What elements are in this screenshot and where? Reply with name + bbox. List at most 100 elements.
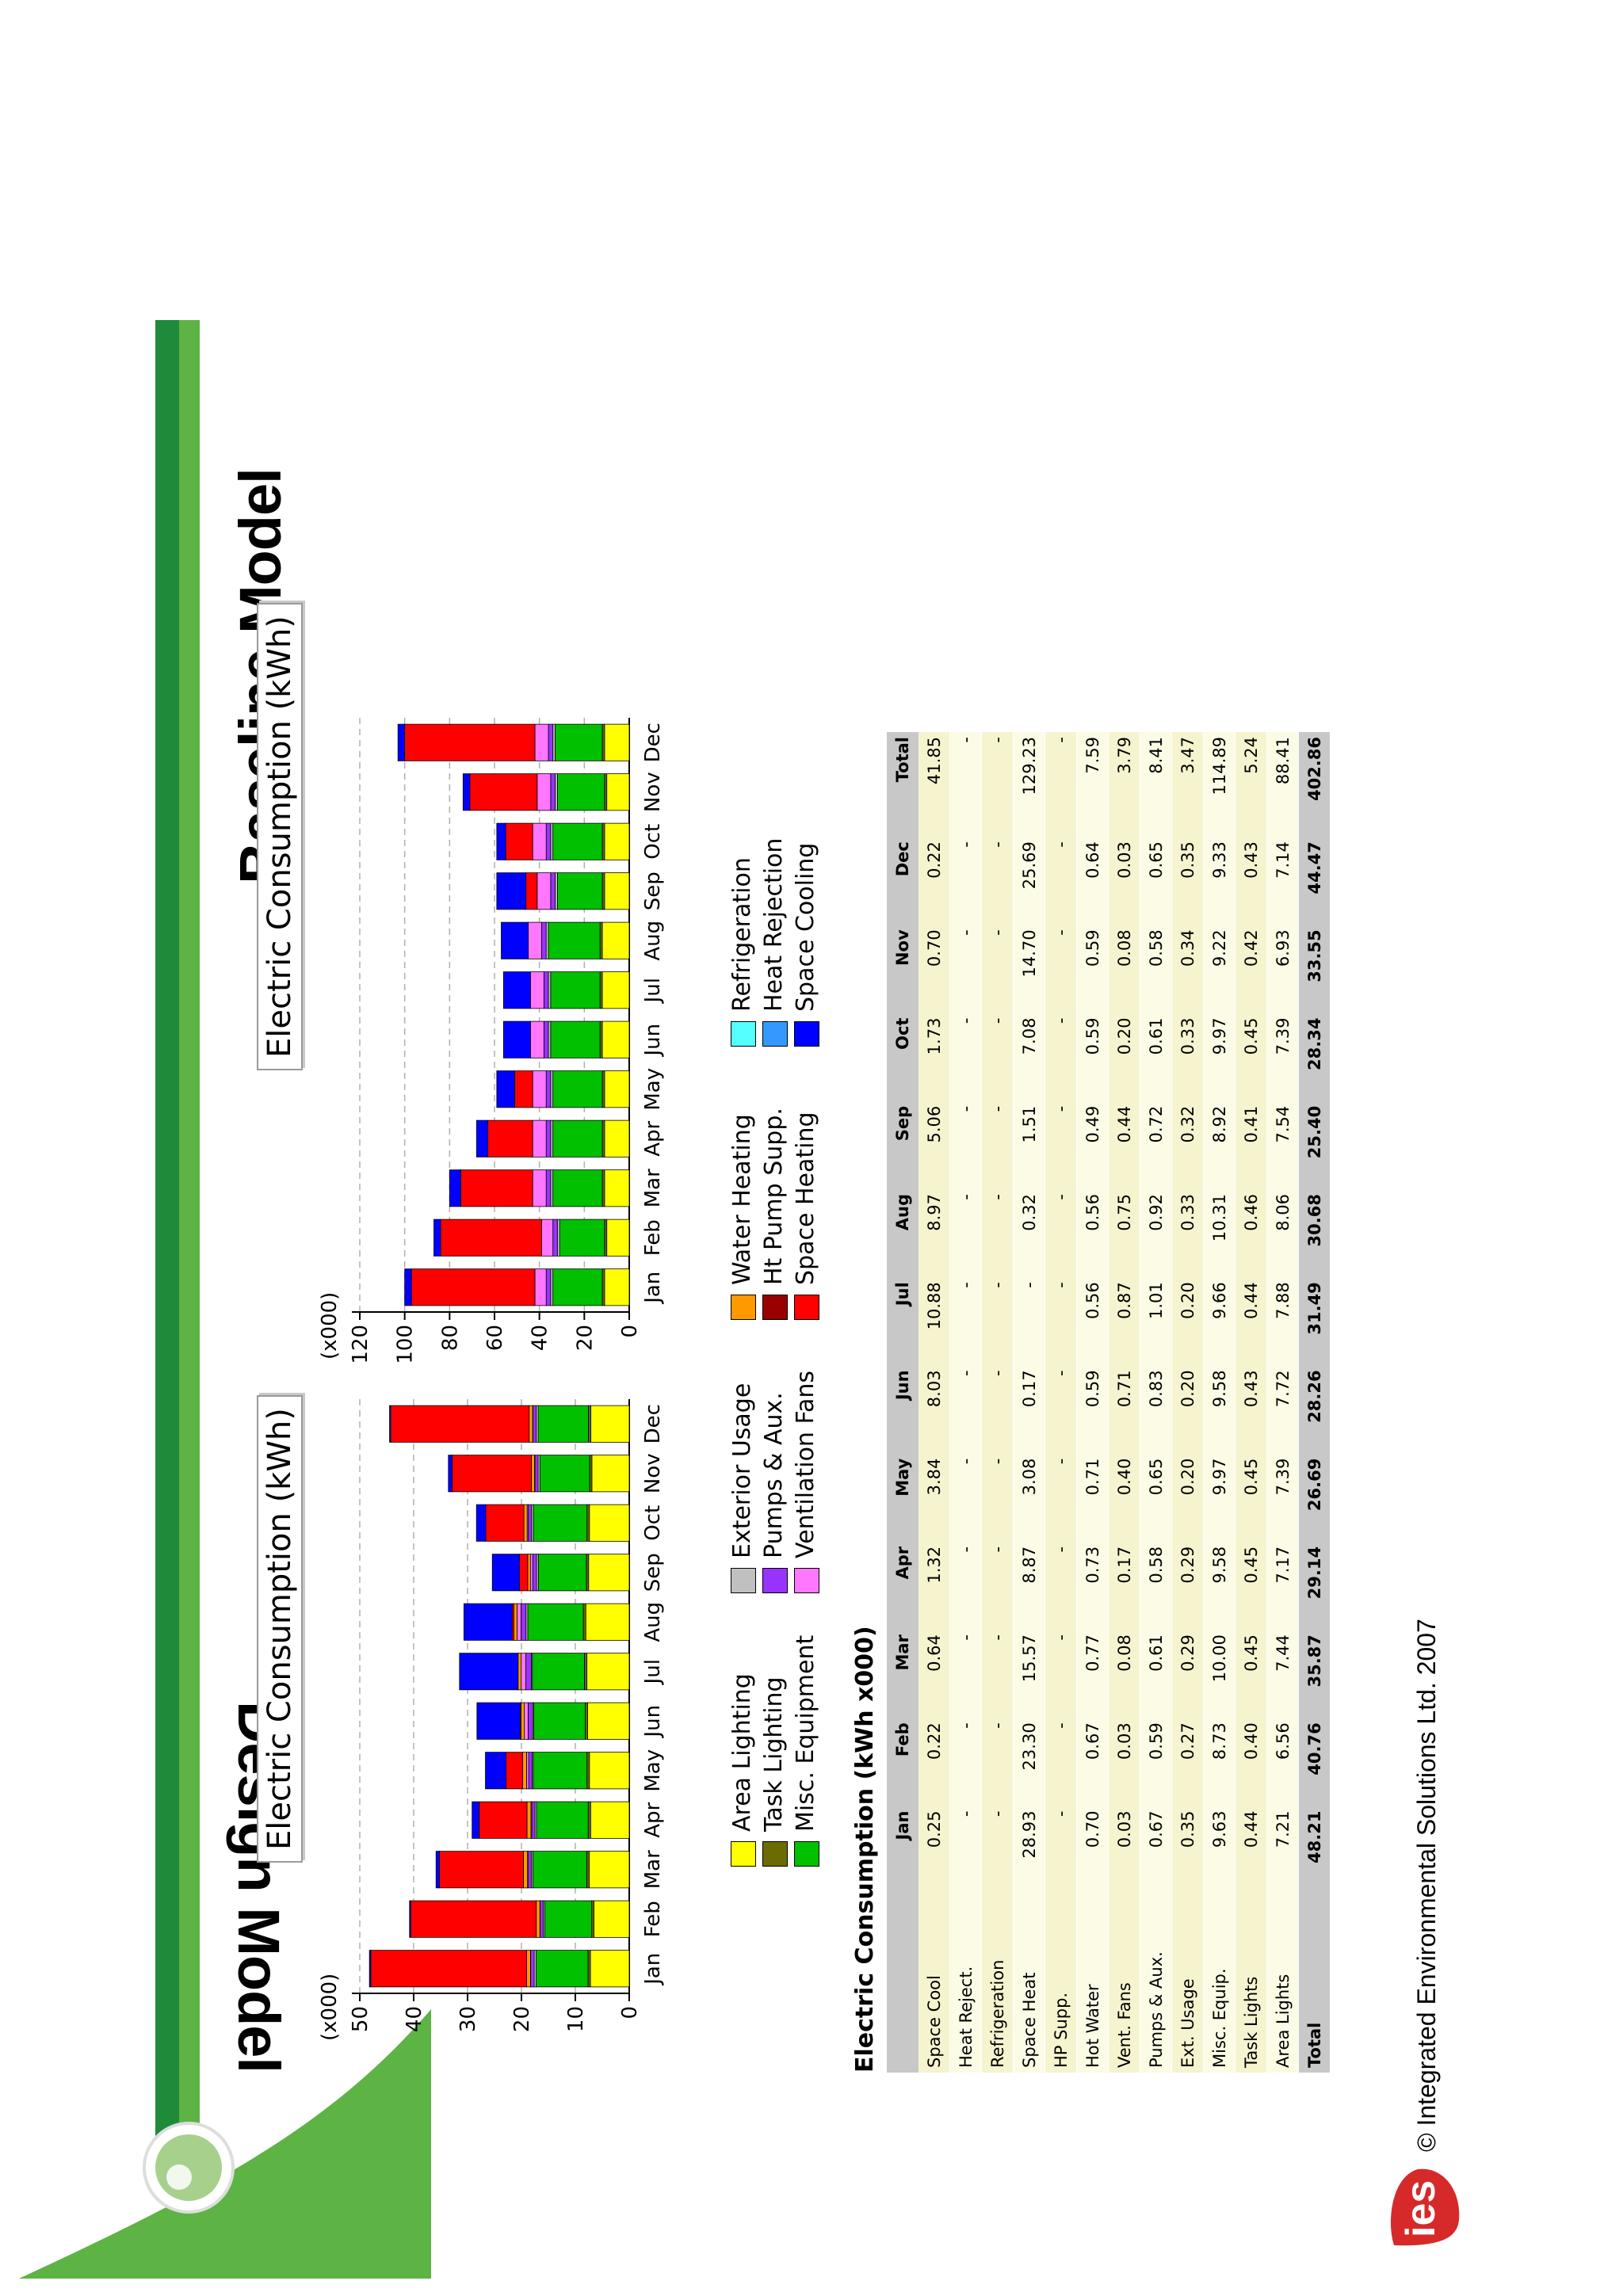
bar-segment-task-lighting-aug — [582, 1603, 586, 1641]
table-cell: 0.49 — [1076, 1100, 1109, 1189]
x-tick-label: Sep — [641, 1553, 665, 1592]
bar-segment-ventilation-fans-dec — [534, 723, 549, 761]
bar-segment-misc-equipment-aug — [527, 1603, 584, 1641]
legend-swatch — [762, 1568, 788, 1593]
bar-segment-misc-equipment-jun — [550, 1020, 601, 1058]
bar-segment-task-lighting-jun — [599, 1020, 603, 1058]
table-cell: Vent. Fans — [1108, 1894, 1140, 2073]
bar-segment-water-heating-mar — [523, 1851, 529, 1889]
chart-title-baseline: Electric Consumption (kWh) — [257, 603, 303, 1070]
bar-segment-misc-equipment-nov — [556, 773, 605, 811]
x-tick-label: Aug — [641, 1602, 665, 1642]
table-cell: 0.20 — [1171, 1453, 1204, 1542]
bar-segment-pumps-aux--nov — [550, 773, 556, 811]
bar-segment-misc-equipment-jan — [536, 1950, 589, 1988]
bar-segment-area-lighting-dec — [604, 723, 630, 761]
table-cell: 1.73 — [918, 1013, 950, 1101]
bar-segment-misc-equipment-sep — [537, 1554, 587, 1592]
table-cell: 0.61 — [1140, 1630, 1172, 1718]
table-cell: - — [949, 1541, 982, 1630]
table-header-row: Jan Feb Mar Apr May Jun Jul Aug Sep Oct Nov Dec Tota… — [887, 732, 918, 2073]
bar-segment-space-heating-may — [506, 1752, 523, 1790]
bar-segment-area-lighting-sep — [588, 1554, 630, 1592]
bar-segment-space-heating-nov — [469, 773, 538, 811]
bar-segment-pumps-aux--jan — [545, 1268, 552, 1306]
x-tick-label: Jul — [641, 978, 665, 1004]
table-total-cell: 28.26 — [1298, 1365, 1331, 1454]
legend-item: Refrigeration — [728, 857, 757, 1047]
table-row: Heat Reject. - - - - - - - - - - - - - — [949, 732, 982, 2073]
x-tick-label: Oct — [641, 824, 665, 860]
brand-swoosh — [19, 320, 431, 2279]
ies-logo-icon — [1390, 2168, 1460, 2246]
x-tick-label: Sep — [641, 871, 665, 910]
bar-segment-space-heating-jan — [370, 1950, 527, 1988]
table-cell: 0.42 — [1235, 925, 1267, 1013]
table-cell: - — [981, 1100, 1014, 1189]
table-cell: 88.41 — [1266, 732, 1299, 837]
table-cell: 9.63 — [1203, 1806, 1235, 1894]
bar-segment-ventilation-fans-may — [532, 1070, 547, 1108]
table-cell: Pumps & Aux. — [1140, 1894, 1172, 2073]
table-cell: - — [949, 925, 982, 1013]
table-cell: 0.22 — [918, 837, 950, 925]
table-cell: 8.97 — [918, 1189, 950, 1278]
table-cell: 0.03 — [1108, 1806, 1140, 1894]
bar-segment-task-lighting-feb — [591, 1900, 594, 1938]
table-cell: 7.14 — [1266, 837, 1299, 925]
bar-segment-exterior-usage-apr — [550, 1119, 554, 1158]
table-cell: 0.22 — [918, 1718, 950, 1806]
table-total-cell: 40.76 — [1298, 1718, 1331, 1806]
bar-segment-space-cooling-dec — [389, 1405, 391, 1443]
table-cell: 0.20 — [1108, 1013, 1140, 1101]
table-total-cell: 44.47 — [1298, 837, 1331, 925]
table-cell: 0.87 — [1108, 1277, 1140, 1366]
bar-segment-misc-equipment-nov — [539, 1455, 590, 1493]
column-header: Feb — [887, 1718, 918, 1806]
table-cell: - — [1044, 1365, 1077, 1454]
bar-segment-misc-equipment-aug — [548, 921, 601, 959]
baseline-electric-chart: (x000) 0 20 40 60 80 100 120 Jan Feb Mar Apr May Jun J… — [318, 718, 665, 1364]
ies-logo-text: ies — [1398, 2180, 1444, 2237]
table-cell: 0.59 — [1076, 1013, 1109, 1101]
bar-segment-task-lighting-dec — [588, 1405, 591, 1443]
table-cell: 15.57 — [1013, 1630, 1045, 1718]
bar-segment-task-lighting-jul — [584, 1653, 587, 1691]
table-cell: - — [949, 1013, 982, 1101]
table-row: Space Cool 0.25 0.22 0.64 1.32 3.84 8.03 10.88 8… — [918, 732, 950, 2073]
table-cell: 7.39 — [1266, 1013, 1299, 1101]
legend-label: Exterior Usage — [728, 1383, 756, 1558]
bar-segment-task-lighting-nov — [589, 1455, 593, 1493]
table-row: Ext. Usage 0.35 0.27 0.29 0.29 0.20 0.20 0.20 0.… — [1171, 732, 1204, 2073]
y-tick-label: 40 — [403, 2006, 426, 2032]
bar-segment-space-heating-oct — [505, 822, 533, 860]
x-tick-label: Nov — [641, 1453, 665, 1493]
table-cell: 1.51 — [1013, 1100, 1045, 1189]
bar-segment-water-heating-nov — [531, 1455, 535, 1493]
table-cell: 10.88 — [918, 1277, 950, 1366]
table-cell: 0.71 — [1108, 1365, 1140, 1454]
x-tick-label: Feb — [641, 1901, 665, 1937]
table-cell: - — [949, 1718, 982, 1806]
table-cell: 28.93 — [1013, 1806, 1045, 1894]
column-header: Oct — [887, 1013, 918, 1101]
table-cell: 9.97 — [1203, 1453, 1235, 1542]
y-tick-label: 10 — [564, 2006, 588, 2032]
table-cell: 0.08 — [1108, 925, 1140, 1013]
table-cell: 0.72 — [1140, 1100, 1172, 1189]
table-row: Refrigeration - - - - - - - - - - - - - — [981, 732, 1014, 2073]
legend-item: Area Lighting — [728, 1673, 757, 1867]
bar-segment-misc-equipment-mar — [532, 1851, 587, 1889]
bar-segment-pumps-aux--jan — [530, 1950, 535, 1988]
bar-segment-task-lighting-jun — [585, 1702, 588, 1740]
table-cell: 0.41 — [1235, 1100, 1267, 1189]
legend-swatch — [793, 1841, 819, 1867]
bar-segment-space-heating-apr — [487, 1119, 533, 1158]
bar-segment-ventilation-fans-jan — [534, 1268, 547, 1306]
bar-segment-pumps-aux--apr — [531, 1801, 536, 1839]
bar-segment-space-heating-may — [514, 1070, 533, 1108]
bar-segment-water-heating-aug — [514, 1603, 517, 1641]
table-cell: 0.73 — [1076, 1541, 1109, 1630]
legend-swatch — [793, 1021, 819, 1047]
table-total-cell: 30.68 — [1298, 1189, 1331, 1278]
